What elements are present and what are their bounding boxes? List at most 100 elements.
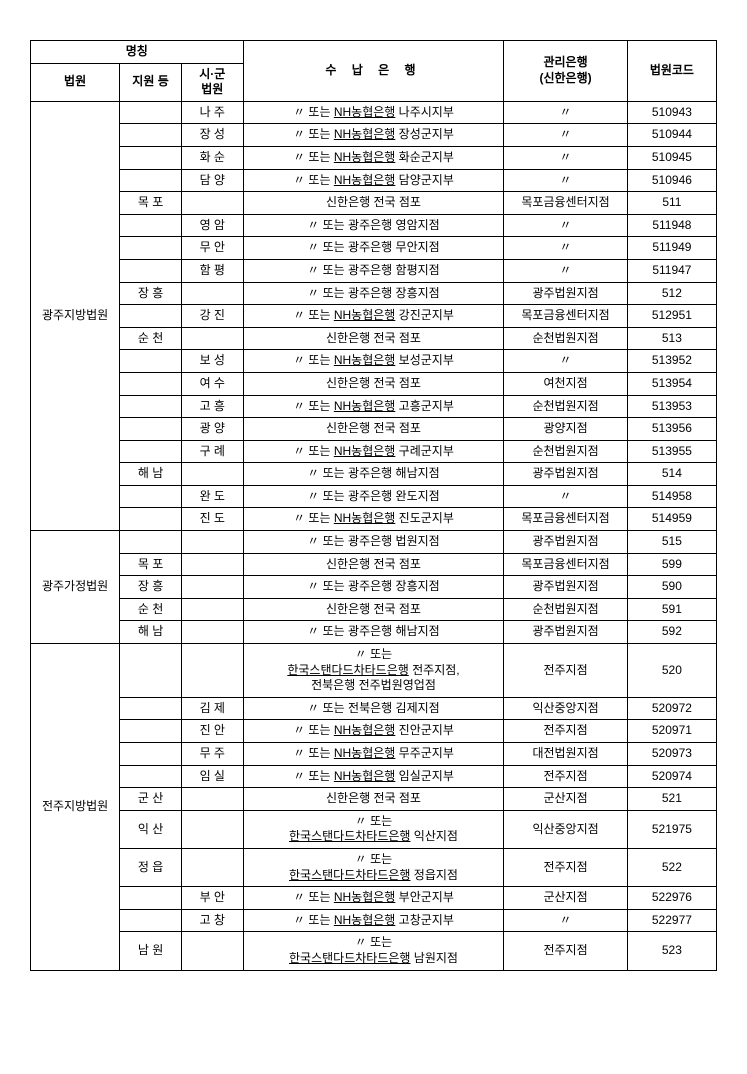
branch-cell: 남 원 — [120, 932, 182, 970]
mgmt-cell: 익산중앙지점 — [504, 810, 627, 848]
court-cell: 전주지방법원 — [31, 644, 120, 971]
code-cell: 523 — [627, 932, 716, 970]
mgmt-cell: 목포금융센터지점 — [504, 508, 627, 531]
branch-cell: 정 읍 — [120, 848, 182, 886]
mgmt-cell: 광양지점 — [504, 418, 627, 441]
mgmt-cell: 〃 — [504, 350, 627, 373]
table-row: 장 흥〃 또는 광주은행 장흥지점광주법원지점512 — [31, 282, 717, 305]
branch-cell: 해 남 — [120, 621, 182, 644]
branch-cell: 해 남 — [120, 463, 182, 486]
table-row: 목 포신한은행 전국 점포목포금융센터지점511 — [31, 192, 717, 215]
mgmt-cell: 광주법원지점 — [504, 576, 627, 599]
mgmt-cell: 〃 — [504, 214, 627, 237]
table-row: 장 흥〃 또는 광주은행 장흥지점광주법원지점590 — [31, 576, 717, 599]
code-cell: 510945 — [627, 146, 716, 169]
city-cell — [181, 192, 243, 215]
table-row: 함 평〃 또는 광주은행 함평지점〃511947 — [31, 259, 717, 282]
branch-cell — [120, 743, 182, 766]
bank-cell: 신한은행 전국 점포 — [243, 372, 504, 395]
city-cell — [181, 848, 243, 886]
header-city-court: 시·군 법원 — [181, 63, 243, 101]
header-mgmt-bank: 관리은행 (신한은행) — [504, 41, 627, 102]
table-row: 고 창〃 또는 NH농협은행 고창군지부〃522977 — [31, 909, 717, 932]
code-cell: 510946 — [627, 169, 716, 192]
table-row: 화 순〃 또는 NH농협은행 화순군지부〃510945 — [31, 146, 717, 169]
city-cell — [181, 598, 243, 621]
code-cell: 520973 — [627, 743, 716, 766]
bank-cell: 〃 또는한국스탠다드차타드은행 전주지점,전북은행 전주법원영업점 — [243, 644, 504, 698]
bank-cell: 〃 또는 광주은행 함평지점 — [243, 259, 504, 282]
table-row: 정 읍〃 또는한국스탠다드차타드은행 정읍지점전주지점522 — [31, 848, 717, 886]
code-cell: 513953 — [627, 395, 716, 418]
bank-cell: 〃 또는 NH농협은행 고흥군지부 — [243, 395, 504, 418]
branch-cell — [120, 765, 182, 788]
bank-cell: 〃 또는 광주은행 장흥지점 — [243, 282, 504, 305]
mgmt-cell: 목포금융센터지점 — [504, 305, 627, 328]
bank-cell: 〃 또는 광주은행 완도지점 — [243, 485, 504, 508]
code-cell: 512951 — [627, 305, 716, 328]
branch-cell — [120, 909, 182, 932]
code-cell: 590 — [627, 576, 716, 599]
branch-cell — [120, 169, 182, 192]
table-row: 진 안〃 또는 NH농협은행 진안군지부전주지점520971 — [31, 720, 717, 743]
table-row: 전주지방법원〃 또는한국스탠다드차타드은행 전주지점,전북은행 전주법원영업점전… — [31, 644, 717, 698]
city-cell: 진 도 — [181, 508, 243, 531]
mgmt-cell: 〃 — [504, 259, 627, 282]
bank-cell: 〃 또는 광주은행 영암지점 — [243, 214, 504, 237]
bank-cell: 〃 또는 NH농협은행 구례군지부 — [243, 440, 504, 463]
bank-cell: 〃 또는 NH농협은행 진도군지부 — [243, 508, 504, 531]
bank-cell: 〃 또는 NH농협은행 나주시지부 — [243, 101, 504, 124]
mgmt-cell: 대전법원지점 — [504, 743, 627, 766]
mgmt-cell: 순천법원지점 — [504, 598, 627, 621]
table-row: 담 양〃 또는 NH농협은행 담양군지부〃510946 — [31, 169, 717, 192]
branch-cell: 장 흥 — [120, 282, 182, 305]
bank-cell: 〃 또는 광주은행 무안지점 — [243, 237, 504, 260]
table-row: 광주지방법원나 주〃 또는 NH농협은행 나주시지부〃510943 — [31, 101, 717, 124]
city-cell — [181, 531, 243, 554]
mgmt-cell: 〃 — [504, 485, 627, 508]
table-row: 김 제〃 또는 전북은행 김제지점익산중앙지점520972 — [31, 697, 717, 720]
branch-cell — [120, 887, 182, 910]
city-cell — [181, 463, 243, 486]
branch-cell — [120, 372, 182, 395]
code-cell: 522 — [627, 848, 716, 886]
branch-cell: 목 포 — [120, 192, 182, 215]
bank-cell: 〃 또는 NH농협은행 화순군지부 — [243, 146, 504, 169]
mgmt-cell: 광주법원지점 — [504, 463, 627, 486]
branch-cell — [120, 305, 182, 328]
bank-cell: 신한은행 전국 점포 — [243, 418, 504, 441]
code-cell: 591 — [627, 598, 716, 621]
table-row: 순 천신한은행 전국 점포순천법원지점591 — [31, 598, 717, 621]
bank-cell: 〃 또는 광주은행 해남지점 — [243, 463, 504, 486]
code-cell: 520 — [627, 644, 716, 698]
mgmt-cell: 〃 — [504, 146, 627, 169]
city-cell: 함 평 — [181, 259, 243, 282]
city-cell: 여 수 — [181, 372, 243, 395]
city-cell: 김 제 — [181, 697, 243, 720]
branch-cell — [120, 508, 182, 531]
court-cell: 광주가정법원 — [31, 531, 120, 644]
header-court-code: 법원코드 — [627, 41, 716, 102]
table-row: 익 산〃 또는한국스탠다드차타드은행 익산지점익산중앙지점521975 — [31, 810, 717, 848]
mgmt-cell: 순천법원지점 — [504, 440, 627, 463]
branch-cell — [120, 350, 182, 373]
branch-cell: 순 천 — [120, 327, 182, 350]
code-cell: 511949 — [627, 237, 716, 260]
branch-cell: 순 천 — [120, 598, 182, 621]
bank-cell: 〃 또는한국스탠다드차타드은행 정읍지점 — [243, 848, 504, 886]
table-row: 광주가정법원〃 또는 광주은행 법원지점광주법원지점515 — [31, 531, 717, 554]
header-court: 법원 — [31, 63, 120, 101]
branch-cell — [120, 485, 182, 508]
mgmt-cell: 〃 — [504, 909, 627, 932]
branch-cell — [120, 395, 182, 418]
city-cell: 고 흥 — [181, 395, 243, 418]
mgmt-cell: 목포금융센터지점 — [504, 192, 627, 215]
mgmt-cell: 전주지점 — [504, 932, 627, 970]
code-cell: 512 — [627, 282, 716, 305]
code-cell: 520971 — [627, 720, 716, 743]
branch-cell — [120, 214, 182, 237]
city-cell: 부 안 — [181, 887, 243, 910]
code-cell: 514958 — [627, 485, 716, 508]
branch-cell — [120, 697, 182, 720]
city-cell — [181, 327, 243, 350]
